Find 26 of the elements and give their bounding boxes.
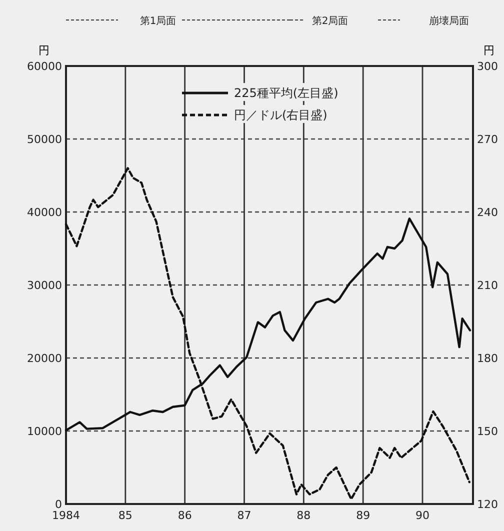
legend-label: 225種平均(左目盛) — [234, 86, 338, 100]
y-tick-label: 30000 — [27, 279, 62, 292]
x-tick-label: 85 — [118, 509, 132, 522]
y2-tick-label: 240 — [477, 206, 498, 219]
y2-tick-label: 270 — [477, 133, 498, 146]
y2-tick-label: 300 — [477, 60, 498, 73]
y2-axis-title: 円 — [484, 44, 494, 57]
x-tick-label: 89 — [356, 509, 370, 522]
x-tick-label: 87 — [237, 509, 252, 522]
phases: 第1局面 第2局面 崩壊局面 — [66, 16, 469, 27]
legend-label: 円／ドル(右目盛) — [234, 108, 328, 122]
y2-tick-label: 150 — [477, 425, 498, 438]
x-tick-label: 90 — [415, 509, 430, 522]
y-tick-label: 60000 — [27, 60, 62, 73]
y2-tick-label: 210 — [477, 279, 498, 292]
x-tick-label: 1984 — [52, 509, 80, 522]
y-axis-title: 円 — [38, 44, 50, 57]
y-tick-label: 40000 — [27, 206, 62, 219]
y2-tick-label: 180 — [477, 352, 498, 365]
y-tick-label: 50000 — [27, 133, 62, 146]
y-tick-label: 0 — [55, 498, 62, 511]
y2-tick-label: 120 — [477, 498, 498, 511]
y-tick-label: 20000 — [27, 352, 62, 365]
y-tick-label: 10000 — [27, 425, 62, 438]
x-tick-label: 88 — [296, 509, 311, 522]
x-tick-label: 86 — [178, 509, 192, 522]
